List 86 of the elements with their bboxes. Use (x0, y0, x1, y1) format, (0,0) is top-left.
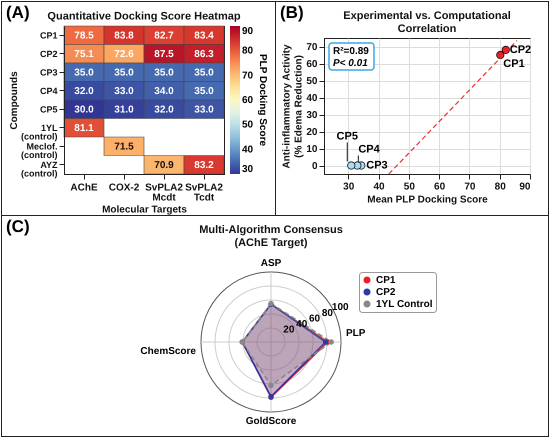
x-tick-label: 60 (434, 182, 446, 192)
spoke-label: PLP (346, 328, 366, 339)
y-tick-label: 20 (306, 127, 318, 138)
legend-label: CP1 (376, 275, 396, 286)
annotation: CP3 (366, 160, 388, 172)
y-tick-label: CP2 (40, 48, 58, 59)
data-label: 32.0 (74, 86, 94, 97)
data-label: 35.0 (74, 67, 94, 78)
chart-title: Experimental vs. Computational Correlation (343, 10, 511, 35)
x-tick-label: COX-2 (108, 182, 140, 194)
annotation: R²=0.89 (333, 46, 370, 57)
y-tick-label: 1YL (control) (21, 122, 58, 142)
y-tick-label: 20 (283, 324, 295, 336)
y-tick-label: 40 (306, 93, 318, 104)
data-label: 87.5 (154, 48, 174, 60)
x-tick-label: SvPLA2 Mcdt (145, 182, 184, 204)
annotation: P< 0.01 (333, 58, 368, 69)
chart-title: Quantitative Docking Score Heatmap (47, 10, 241, 23)
x-tick-label: 80 (494, 182, 506, 192)
y-tick-label: CP3 (40, 67, 58, 78)
annotation: CP4 (358, 144, 381, 156)
color-bar-label: 30 (242, 164, 254, 175)
x-tick-label: 50 (404, 182, 416, 192)
text: (B) (280, 3, 304, 23)
data-label: 86.3 (194, 48, 214, 60)
y-axis-title: Anti-inflammatory Activity (% Edema Reduction) (281, 44, 304, 169)
y-tick-label: 30 (306, 110, 318, 121)
y-tick-label: 70 (306, 42, 318, 53)
spoke-label: ASP (260, 258, 282, 269)
x-axis-title: Mean PLP Docking Score (367, 194, 488, 206)
annotation: CP5 (336, 130, 358, 142)
data-label: 83.2 (194, 160, 214, 171)
x-tick-label: 30 (343, 182, 355, 192)
data-label: 31.0 (114, 104, 134, 116)
y-tick-label: 0 (312, 161, 318, 172)
color-bar-label: 80 (242, 46, 254, 57)
x-tick-label: AChE (70, 182, 98, 194)
data-label: 70.9 (154, 160, 174, 171)
y-tick-label: CP4 (40, 86, 58, 96)
x-tick-label: SvPLA2 Tcdt (185, 182, 224, 204)
y-tick-label: CP1 (40, 30, 58, 40)
data-label: 32.0 (154, 104, 174, 116)
data-label: 30.0 (74, 104, 94, 116)
legend-label: 1YL Control (376, 299, 433, 310)
data-label: 35.0 (154, 67, 174, 78)
color-bar-label: 90 (242, 26, 254, 37)
data-label: 33.0 (114, 86, 134, 97)
x-tick-label: 70 (464, 182, 476, 192)
spoke-label: ChemScore (140, 346, 196, 357)
data-label: 35.0 (194, 86, 214, 97)
data-label: 72.6 (114, 48, 134, 60)
data-label: 75.1 (74, 48, 94, 60)
color-bar-title: PLP Docking Score (257, 54, 268, 146)
y-tick-label: Meclof. (control) (21, 141, 58, 160)
y-tick-label: 50 (306, 76, 318, 87)
color-bar-label: 70 (242, 70, 254, 82)
y-tick-label: AYZ (control) (21, 160, 58, 178)
data-label: 35.0 (194, 67, 214, 78)
color-bar-label: 60 (242, 95, 254, 106)
spoke-label: GoldScore (246, 416, 297, 427)
legend-label: CP2 (376, 287, 396, 298)
data-label: 33.0 (194, 104, 214, 116)
annotation: CP1 (503, 58, 525, 70)
x-axis-title: Molecular Targets (102, 204, 188, 216)
data-label: 34.0 (154, 86, 174, 97)
y-axis-title: Compounds (9, 70, 20, 130)
y-tick-label: CP5 (40, 104, 58, 114)
y-tick-label: 100 (332, 302, 350, 314)
data-label: 83.4 (194, 30, 214, 42)
color-bar-label: 40 (242, 144, 254, 156)
y-tick-label: 60 (308, 313, 321, 324)
y-tick-label: 10 (306, 144, 318, 155)
data-label: 78.5 (74, 30, 94, 42)
chart-title: Multi-Algorithm Consensus (AChE Target) (199, 224, 343, 249)
data-label: 83.8 (114, 30, 134, 42)
color-bar-label: 50 (242, 120, 254, 131)
text: (A) (6, 3, 30, 23)
x-tick-label: 40 (373, 182, 386, 192)
text: (C) (6, 217, 30, 237)
y-tick-label: 60 (306, 59, 318, 70)
data-label: 35.0 (114, 67, 134, 78)
data-label: 71.5 (114, 141, 134, 152)
annotation: CP2 (510, 44, 532, 56)
data-label: 82.7 (154, 30, 174, 42)
data-label: 81.1 (74, 122, 94, 134)
x-tick-label: 90 (519, 182, 531, 192)
